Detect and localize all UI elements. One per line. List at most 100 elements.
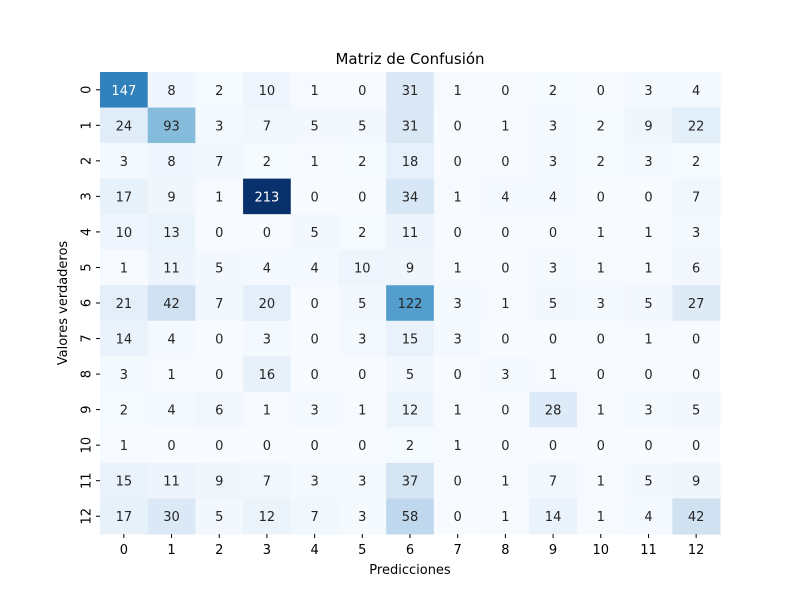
heatmap-cell	[386, 72, 435, 109]
cell-value-label: 12	[259, 510, 276, 525]
x-tick-label: 10	[592, 543, 609, 558]
cell-value-label: 42	[163, 297, 180, 312]
heatmap-cell	[481, 498, 530, 535]
heatmap-cell	[576, 249, 626, 286]
cell-value-label: 122	[398, 297, 423, 312]
heatmap-cell	[338, 107, 387, 144]
cell-value-label: 4	[263, 261, 271, 276]
heatmap-cell	[576, 462, 626, 499]
heatmap-cell	[433, 72, 483, 109]
heatmap-cell	[529, 498, 578, 535]
heatmap-cell	[338, 214, 387, 251]
cell-value-label: 0	[167, 439, 175, 454]
heatmap-cell	[147, 391, 196, 428]
cell-value-label: 3	[454, 333, 462, 348]
cell-value-label: 9	[406, 261, 414, 276]
x-tick-label: 8	[501, 543, 509, 558]
heatmap-cell	[624, 427, 673, 464]
heatmap-cell	[290, 427, 339, 464]
cell-value-label: 42	[688, 510, 705, 525]
cell-value-label: 0	[454, 510, 462, 525]
cell-value-label: 7	[692, 190, 700, 205]
heatmap-cell	[576, 107, 626, 144]
heatmap-cell	[243, 285, 292, 322]
heatmap-cell	[195, 107, 244, 144]
heatmap-cell	[338, 320, 387, 357]
x-tick-label: 0	[120, 543, 128, 558]
cell-value-label: 10	[259, 84, 276, 99]
cell-value-label: 2	[358, 226, 366, 241]
cell-value-label: 14	[545, 510, 562, 525]
heatmap-cell	[243, 356, 292, 393]
cell-value-label: 0	[358, 190, 366, 205]
heatmap-cell	[433, 320, 483, 357]
cell-value-label: 3	[358, 475, 366, 490]
cell-value-label: 3	[454, 297, 462, 312]
heatmap-cell	[100, 249, 149, 286]
heatmap-cell	[576, 285, 626, 322]
heatmap-cell	[386, 107, 435, 144]
heatmap-cell	[481, 285, 530, 322]
cell-value-label: 5	[215, 510, 223, 525]
cell-value-label: 1	[644, 333, 652, 348]
heatmap-cell	[100, 178, 149, 215]
y-tick-label: 7	[80, 334, 95, 342]
cell-value-label: 27	[688, 297, 705, 312]
heatmap-cell	[433, 498, 483, 535]
heatmap-cell	[290, 320, 339, 357]
heatmap-cell	[672, 107, 721, 144]
heatmap-cell	[290, 143, 339, 180]
heatmap-cell	[195, 143, 244, 180]
cell-value-label: 12	[402, 404, 419, 419]
heatmap-cell	[147, 143, 196, 180]
cell-value-label: 5	[644, 297, 652, 312]
heatmap-cell	[433, 249, 483, 286]
y-tick-label: 12	[80, 508, 95, 525]
cell-value-label: 0	[501, 404, 509, 419]
cell-value-label: 1	[501, 119, 509, 134]
heatmap-cell	[529, 285, 578, 322]
cell-value-label: 1	[597, 475, 605, 490]
cell-value-label: 17	[116, 510, 133, 525]
heatmap-cell	[243, 178, 292, 215]
y-tick-label: 6	[80, 299, 95, 307]
heatmap-cell	[672, 72, 721, 109]
heatmap-cell	[386, 320, 435, 357]
cell-value-label: 5	[358, 297, 366, 312]
cell-value-label: 0	[549, 226, 557, 241]
x-tick-label: 5	[358, 543, 366, 558]
heatmap-cell	[529, 249, 578, 286]
cell-value-label: 9	[167, 190, 175, 205]
cell-value-label: 20	[259, 297, 276, 312]
cell-value-label: 0	[597, 84, 605, 99]
cell-value-label: 5	[358, 119, 366, 134]
y-tick-label: 1	[80, 121, 95, 129]
cell-value-label: 1	[215, 190, 223, 205]
heatmap-cell	[100, 72, 149, 109]
cell-value-label: 9	[215, 475, 223, 490]
cell-value-label: 34	[402, 190, 419, 205]
heatmap-cell	[195, 320, 244, 357]
cell-value-label: 3	[644, 84, 652, 99]
heatmap-cell	[100, 498, 149, 535]
cell-value-label: 0	[549, 439, 557, 454]
heatmap-cell	[576, 427, 626, 464]
cell-value-label: 0	[597, 368, 605, 383]
heatmap-cell	[576, 72, 626, 109]
heatmap-cell	[338, 356, 387, 393]
cell-value-label: 3	[263, 333, 271, 348]
cell-value-label: 0	[644, 190, 652, 205]
cell-value-label: 1	[644, 261, 652, 276]
heatmap-cell	[100, 285, 149, 322]
heatmap-cell	[624, 356, 673, 393]
cell-value-label: 3	[549, 155, 557, 170]
heatmap-cell	[624, 498, 673, 535]
heatmap-cell	[338, 462, 387, 499]
cell-value-label: 3	[215, 119, 223, 134]
cell-value-label: 2	[120, 404, 128, 419]
heatmap-cell	[672, 249, 721, 286]
cell-value-label: 11	[163, 475, 180, 490]
y-tick-label: 11	[80, 472, 95, 489]
heatmap-cell	[672, 498, 721, 535]
